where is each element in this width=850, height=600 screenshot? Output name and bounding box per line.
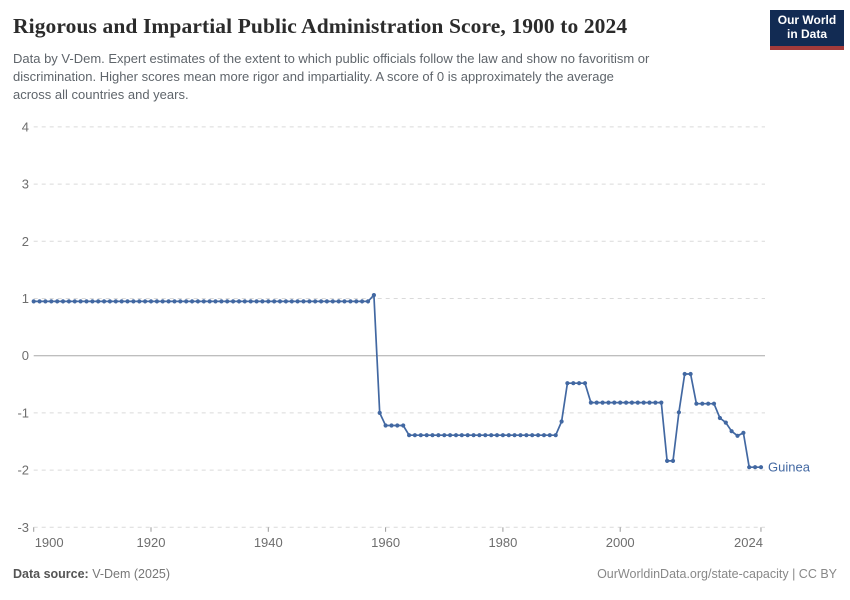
footer-datasource: Data source: V-Dem (2025)	[13, 567, 170, 581]
chart-footer: Data source: V-Dem (2025) OurWorldinData…	[13, 567, 837, 581]
svg-text:1: 1	[22, 291, 29, 306]
datasource-label: Data source:	[13, 567, 89, 581]
owid-logo-line1: Our World	[777, 13, 837, 28]
series-line-guinea[interactable]	[33, 294, 761, 469]
footer-license-link[interactable]: OurWorldinData.org/state-capacity | CC B…	[597, 567, 837, 581]
svg-text:-3: -3	[17, 520, 29, 535]
svg-text:2024: 2024	[734, 535, 763, 550]
svg-text:-2: -2	[17, 463, 29, 478]
svg-text:1940: 1940	[254, 535, 283, 550]
svg-text:1960: 1960	[371, 535, 400, 550]
series-points	[31, 293, 764, 470]
datasource-value: V-Dem (2025)	[88, 567, 171, 581]
svg-text:1920: 1920	[137, 535, 166, 550]
svg-text:2: 2	[22, 234, 29, 249]
svg-text:2000: 2000	[606, 535, 635, 550]
chart-svg[interactable]: 4 3 2 1 0 -1 -2 -3 1900 1920 1940 1960 1980 2000 2024 G…	[0, 108, 850, 568]
owid-logo[interactable]: Our World in Data	[770, 10, 844, 50]
plot-area[interactable]: 4 3 2 1 0 -1 -2 -3 1900 1920 1940 1960 1980 2000 2024 G…	[0, 108, 850, 568]
entity-label-guinea[interactable]: Guinea	[768, 460, 811, 475]
chart-subtitle: Data by V-Dem. Expert estimates of the e…	[13, 51, 650, 103]
gridlines	[33, 126, 765, 528]
svg-text:3: 3	[22, 177, 29, 192]
svg-text:0: 0	[22, 348, 29, 363]
svg-text:-1: -1	[17, 405, 29, 420]
y-axis-labels: 4 3 2 1 0 -1 -2 -3	[17, 119, 29, 534]
x-axis-labels: 1900 1920 1940 1960 1980 2000 2024	[33, 527, 763, 550]
svg-text:1900: 1900	[35, 535, 64, 550]
svg-text:1980: 1980	[488, 535, 517, 550]
svg-text:4: 4	[22, 119, 29, 134]
owid-logo-line2: in Data	[786, 27, 827, 41]
chart-title: Rigorous and Impartial Public Administra…	[13, 14, 628, 38]
